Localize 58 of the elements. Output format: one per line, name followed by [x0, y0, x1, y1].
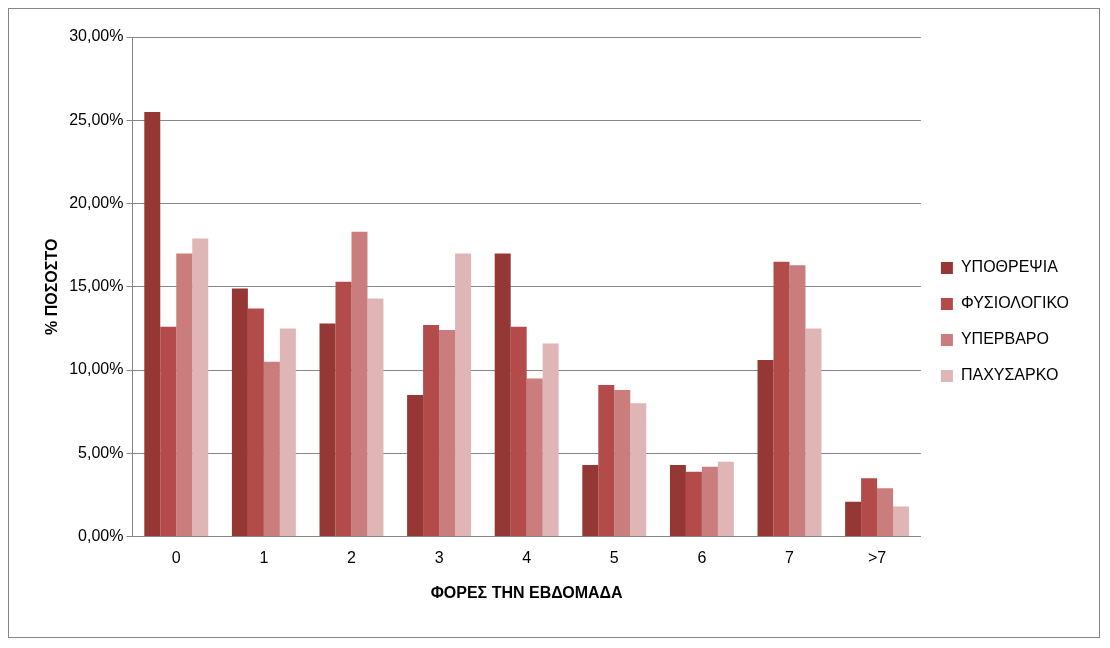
- bar: [845, 501, 862, 537]
- bar: [789, 265, 806, 537]
- bar: [805, 328, 822, 537]
- y-axis-title: % ΠΟΣΟΣΤΟ: [43, 238, 61, 335]
- y-tick-label: 15,00%: [69, 277, 124, 295]
- x-tick-label: 1: [259, 548, 269, 566]
- bar: [263, 361, 280, 537]
- bar: [439, 330, 456, 537]
- y-tick-label: 0,00%: [78, 527, 124, 545]
- x-tick-label: 2: [347, 548, 357, 566]
- bar: [630, 403, 647, 537]
- bar: [685, 471, 702, 537]
- bar: [176, 253, 193, 537]
- bar: [192, 238, 209, 537]
- bar: [757, 360, 774, 537]
- bar: [407, 395, 424, 537]
- x-tick-label: 6: [697, 548, 707, 566]
- x-axis-title: ΦΟΡΕΣ ΤΗΝ ΕΒΔΟΜΑΔΑ: [430, 583, 624, 601]
- bar: [669, 464, 686, 537]
- bar: [510, 326, 527, 537]
- x-tick-label: 0: [171, 548, 181, 566]
- legend-label: ΠΑΧΥΣΑΡΚΟ: [960, 366, 1059, 384]
- bar: [582, 464, 599, 537]
- bar: [861, 478, 878, 537]
- bar: [455, 253, 472, 537]
- x-tick-label: 7: [785, 548, 795, 566]
- bar: [773, 261, 790, 537]
- bar: [701, 466, 718, 537]
- y-tick-label: 5,00%: [78, 443, 124, 461]
- y-tick-label: 30,00%: [69, 27, 124, 45]
- x-tick-label: 3: [434, 548, 444, 566]
- bar: [231, 288, 248, 537]
- bar: [423, 325, 440, 537]
- y-tick-label: 25,00%: [69, 110, 124, 128]
- bar: [160, 326, 177, 537]
- bar: [279, 328, 296, 537]
- bar: [542, 343, 559, 537]
- x-tick-label: 5: [609, 548, 619, 566]
- bar: [598, 385, 615, 537]
- bar: [526, 378, 543, 537]
- x-tick-label: 4: [522, 548, 532, 566]
- legend-label: ΥΠΕΡΒΑΡΟ: [960, 330, 1049, 348]
- bar: [335, 281, 352, 537]
- bar: [893, 506, 910, 537]
- bar: [319, 323, 336, 537]
- y-tick-label: 20,00%: [69, 193, 124, 211]
- bar: [614, 390, 631, 537]
- x-tick-label: >7: [867, 548, 887, 566]
- bar: [367, 298, 384, 537]
- bar: [351, 231, 368, 537]
- y-tick-label: 10,00%: [69, 360, 124, 378]
- legend-label: ΥΠΟΘΡΕΨΙΑ: [960, 258, 1059, 276]
- bar: [717, 461, 734, 537]
- bar: [877, 488, 894, 537]
- bar: [144, 111, 161, 537]
- bar: [247, 308, 264, 537]
- legend-label: ΦΥΣΙΟΛΟΓΙΚΟ: [960, 294, 1069, 312]
- bar: [494, 253, 511, 537]
